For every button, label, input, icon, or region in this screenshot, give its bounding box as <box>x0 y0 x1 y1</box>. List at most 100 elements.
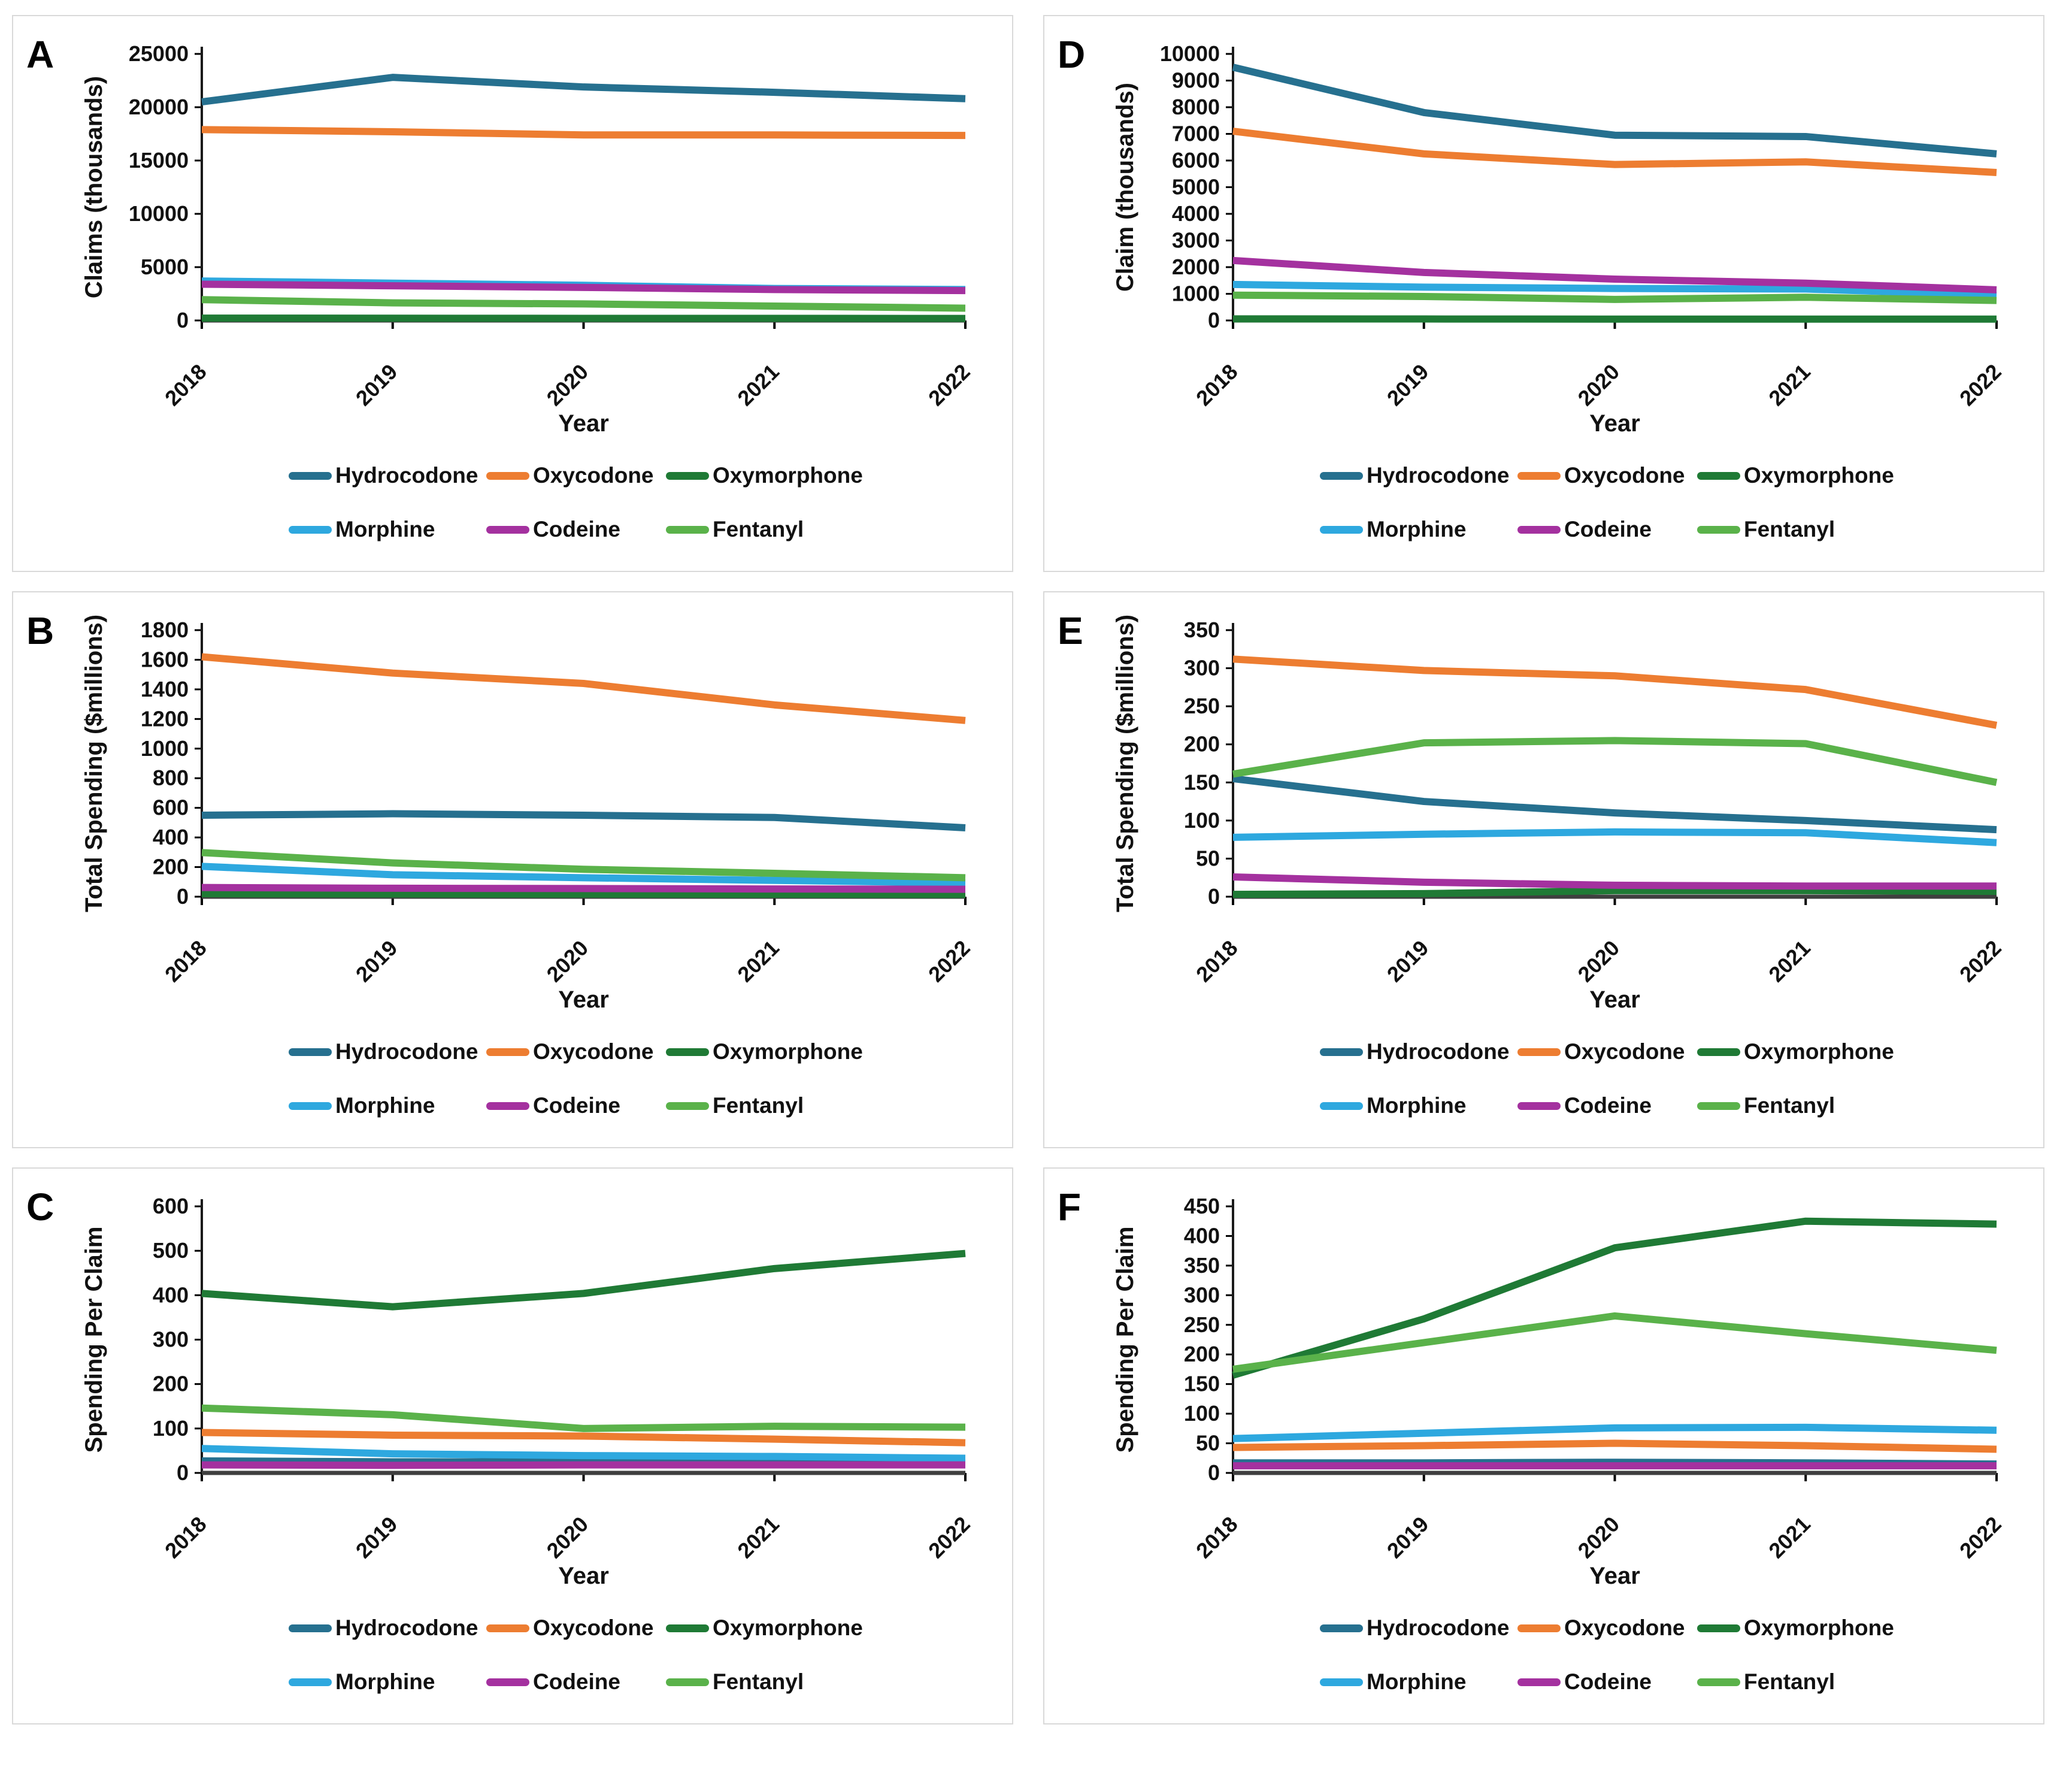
legend-label: Oxymorphone <box>1744 463 1894 488</box>
y-tick-label: 100 <box>1184 808 1220 833</box>
legend-swatch-morphine <box>289 1678 332 1686</box>
legend-swatch-hydrocodone <box>289 1048 332 1056</box>
legend-item-oxymorphone: Oxymorphone <box>666 1039 864 1064</box>
legend-swatch-oxycodone <box>1517 1624 1561 1632</box>
legend: Hydrocodone Oxycodone Oxymorphone Morphine C… <box>289 463 1012 542</box>
y-tick-label: 15000 <box>129 148 189 173</box>
y-tick-label: 200 <box>153 1372 189 1396</box>
y-tick-label: 5000 <box>1172 175 1220 199</box>
legend-label: Morphine <box>335 517 435 541</box>
x-tick-label: 2019 <box>1382 936 1434 987</box>
line-fentanyl <box>1232 291 1997 304</box>
legend-swatch-morphine <box>289 525 332 534</box>
y-tick-label: 450 <box>1184 1194 1220 1218</box>
x-tick-label: 2020 <box>1573 1512 1625 1563</box>
line-oxycodone <box>201 653 966 724</box>
legend-swatch-fentanyl <box>666 1102 709 1110</box>
panel-a: A 0 5000 10000 15000 20000 25000 2018 2019 2020 2… <box>12 15 1013 572</box>
legend-label: Oxycodone <box>1564 1039 1685 1064</box>
x-tick-label: 2018 <box>1191 936 1243 987</box>
legend-swatch-hydrocodone <box>1320 1624 1363 1632</box>
y-tick-label: 350 <box>1184 618 1220 642</box>
y-tick-label: 20000 <box>129 95 189 119</box>
y-axis-title: Spending Per Claim <box>1112 1227 1138 1453</box>
line-morphine <box>201 1445 966 1462</box>
y-tick-label: 50 <box>1196 846 1220 870</box>
legend-item-codeine: Codeine <box>1517 517 1697 542</box>
y-axis-title: Claims (thousands) <box>81 76 107 298</box>
legend-item-morphine: Morphine <box>1320 1093 1517 1118</box>
line-chart: 0 5000 10000 15000 20000 25000 2018 2019 2020 202… <box>81 41 975 437</box>
legend-item-oxycodone: Oxycodone <box>1517 1039 1697 1064</box>
y-tick-label: 400 <box>153 1282 189 1307</box>
y-axis-title: Total Spending ($millions) <box>81 615 107 912</box>
legend: Hydrocodone Oxycodone Oxymorphone Morphine C… <box>289 1039 1012 1118</box>
panel-d-label: D <box>1058 33 1086 76</box>
line-codeine <box>201 280 966 295</box>
y-tick-label: 100 <box>153 1416 189 1441</box>
legend-label: Fentanyl <box>713 1093 804 1118</box>
y-tick-label: 25000 <box>129 41 189 66</box>
legend-label: Codeine <box>533 517 620 541</box>
line-morphine <box>1232 1423 1997 1442</box>
y-tick-label: 50 <box>1196 1431 1220 1456</box>
x-tick-label: 2022 <box>1955 936 2006 987</box>
y-tick-label: 7000 <box>1172 122 1220 146</box>
y-tick-label: 0 <box>1208 884 1220 909</box>
legend-item-oxymorphone: Oxymorphone <box>1697 1615 1895 1641</box>
legend-item-fentanyl: Fentanyl <box>1697 517 1895 542</box>
legend-label: Morphine <box>1367 517 1467 541</box>
legend-label: Fentanyl <box>1744 517 1835 541</box>
legend-item-oxymorphone: Oxymorphone <box>666 463 864 488</box>
legend-item-hydrocodone: Hydrocodone <box>289 463 486 488</box>
y-tick-label: 400 <box>1184 1223 1220 1248</box>
legend-label: Codeine <box>533 1093 620 1118</box>
legend-item-oxycodone: Oxycodone <box>1517 463 1697 488</box>
legend: Hydrocodone Oxycodone Oxymorphone Morphine C… <box>1320 1615 2043 1695</box>
y-tick-label: 200 <box>153 855 189 879</box>
y-axis-title: Total Spending ($millions) <box>1112 615 1138 912</box>
line-chart: 0 50 100 150 200 250 300 350 400 450 2018 2019 2020 2… <box>1112 1194 2006 1589</box>
y-tick-label: 800 <box>153 766 189 790</box>
legend-item-oxymorphone: Oxymorphone <box>1697 463 1895 488</box>
legend-item-morphine: Morphine <box>289 1093 486 1118</box>
panel-f-label: F <box>1058 1185 1082 1229</box>
legend-label: Morphine <box>335 1669 435 1694</box>
line-morphine <box>1232 280 1997 299</box>
legend-item-oxymorphone: Oxymorphone <box>1697 1039 1895 1064</box>
y-tick-label: 600 <box>153 795 189 820</box>
legend-item-oxycodone: Oxycodone <box>486 1615 666 1641</box>
y-tick-label: 150 <box>1184 1372 1220 1396</box>
line-oxycodone <box>1232 128 1997 177</box>
line-codeine <box>201 1461 965 1469</box>
y-tick-label: 0 <box>177 308 189 332</box>
panel-b-label: B <box>26 609 54 652</box>
x-tick-label: 2019 <box>1382 1512 1434 1563</box>
y-tick-label: 300 <box>1184 1282 1220 1307</box>
legend-label: Codeine <box>533 1669 620 1694</box>
legend-swatch-codeine <box>486 1102 529 1110</box>
legend-swatch-fentanyl <box>1697 525 1740 534</box>
legend-item-oxymorphone: Oxymorphone <box>666 1615 864 1641</box>
x-tick-label: 2021 <box>732 936 784 987</box>
y-tick-label: 10000 <box>129 201 189 226</box>
y-tick-label: 250 <box>1184 1312 1220 1337</box>
x-tick-label: 2019 <box>351 359 402 411</box>
legend: Hydrocodone Oxycodone Oxymorphone Morphine C… <box>289 1615 1012 1695</box>
line-oxymorphone <box>1232 887 1997 898</box>
line-codeine <box>201 884 966 893</box>
x-tick-label: 2019 <box>1382 359 1434 411</box>
y-tick-label: 300 <box>1184 656 1220 680</box>
legend-swatch-morphine <box>1320 1678 1363 1686</box>
legend: Hydrocodone Oxycodone Oxymorphone Morphine C… <box>1320 463 2043 542</box>
y-tick-label: 0 <box>1208 1460 1220 1485</box>
legend-swatch-codeine <box>486 525 529 534</box>
legend-label: Morphine <box>1367 1093 1467 1118</box>
legend-item-fentanyl: Fentanyl <box>666 517 864 542</box>
x-tick-label: 2022 <box>1955 359 2006 411</box>
figure-grid: A 0 5000 10000 15000 20000 25000 2018 2019 2020 2… <box>12 15 2044 1724</box>
x-tick-label: 2018 <box>160 936 211 987</box>
line-oxycodone <box>201 126 966 140</box>
panel-f-chart: 0 50 100 150 200 250 300 350 400 450 2018 2019 2020 2… <box>1080 1185 2043 1695</box>
